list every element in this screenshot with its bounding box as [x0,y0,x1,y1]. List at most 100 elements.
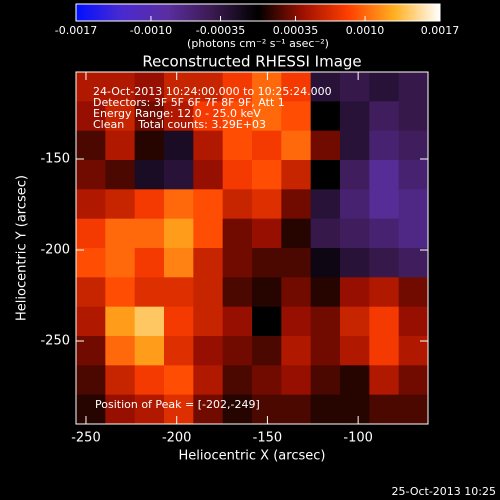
cell [134,160,165,190]
cell [340,336,370,366]
cell [105,336,136,366]
colorbar-tick-label: 0.00035 [273,24,319,37]
x-tick-label: -100 [343,431,373,446]
cell [193,101,224,132]
colorbar [75,3,441,22]
cell [193,306,224,337]
cell [76,306,106,337]
cell [105,248,136,278]
cell [76,277,106,308]
cell [369,130,400,161]
cell [369,365,400,396]
cell [281,130,312,161]
cell [222,277,253,308]
cell [105,365,136,396]
cell [222,72,253,102]
cell [252,248,282,278]
annotation: Detectors: 3F 5F 6F 7F 8F 9F, Att 1 [93,96,285,109]
cell [76,72,106,102]
cell [340,189,370,220]
cell [369,101,400,132]
cell [310,189,341,220]
cell [310,218,341,249]
cell [76,189,106,220]
cell [369,336,400,366]
cell [369,394,400,425]
cell [134,189,165,220]
cell [398,130,429,161]
cell [310,306,341,337]
cell [281,72,312,102]
cell [76,394,106,425]
cell [134,336,165,366]
cell [369,160,400,190]
cell [340,101,370,132]
cell [398,394,429,425]
cell [310,248,341,278]
cell [105,101,136,132]
annotation: Energy Range: 12.0 - 25.0 keV [93,107,261,120]
cell [252,277,282,308]
cell [164,306,194,337]
cell [340,72,370,102]
cell [105,306,136,337]
cell [105,218,136,249]
cell [310,336,341,366]
cell [369,277,400,308]
cell [252,101,282,132]
cell [105,130,136,161]
cell [76,218,106,249]
cell [222,218,253,249]
cell [252,394,282,425]
cell [340,248,370,278]
cell [281,101,312,132]
y-tick-label: -250 [40,334,70,349]
cell [252,130,282,161]
cell [76,160,106,190]
cell [398,189,429,220]
cell [222,130,253,161]
cell [398,306,429,337]
cell [222,160,253,190]
cell [164,189,194,220]
cell [369,218,400,249]
cell [222,394,253,425]
cell [222,189,253,220]
cell [398,248,429,278]
cell [252,189,282,220]
cell [193,365,224,396]
cell [76,101,106,132]
cell [281,218,312,249]
cell [252,336,282,366]
cell [105,277,136,308]
cell [281,336,312,366]
peak-label: Position of Peak = [-202,-249] [95,398,260,411]
cell [134,101,165,132]
cell [281,394,312,425]
cell [164,130,194,161]
cell [105,189,136,220]
cell [398,101,429,132]
cell [193,277,224,308]
cell [340,394,370,425]
cell [222,101,253,132]
cell [164,277,194,308]
cell [134,394,165,425]
cell [310,277,341,308]
cell [252,365,282,396]
cell [105,72,136,102]
cell [398,277,429,308]
cell [222,248,253,278]
cell [369,248,400,278]
cell [134,248,165,278]
cell [164,336,194,366]
x-axis-label: Heliocentric X (arcsec) [179,449,326,464]
cell [281,160,312,190]
cell [398,160,429,190]
cell [134,365,165,396]
cell [193,130,224,161]
y-axis-label: Heliocentric Y (arcsec) [15,175,30,321]
cell [281,365,312,396]
cell [76,130,106,161]
